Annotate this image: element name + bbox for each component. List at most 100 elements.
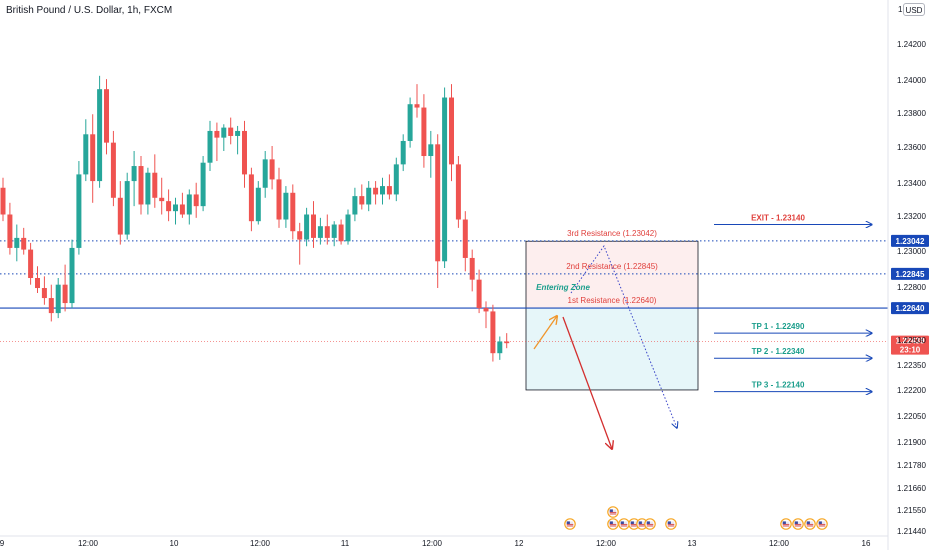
y-tick-label: 1.21550 bbox=[897, 506, 926, 515]
candle-body bbox=[69, 247, 75, 304]
candle-body bbox=[159, 197, 165, 202]
event-flag-icon[interactable] bbox=[816, 518, 828, 530]
event-flag-icon[interactable] bbox=[607, 518, 619, 530]
candle-body bbox=[166, 201, 172, 212]
x-tick-label: 12 bbox=[515, 539, 524, 548]
candle-body bbox=[255, 187, 261, 222]
candle-body bbox=[7, 214, 13, 248]
candle-body bbox=[48, 298, 54, 314]
economic-events bbox=[564, 506, 828, 530]
candle-body bbox=[262, 159, 268, 188]
candle-body bbox=[110, 142, 116, 198]
event-flag-icon[interactable] bbox=[607, 506, 619, 518]
candle-body bbox=[117, 197, 123, 235]
candle-body bbox=[469, 257, 475, 280]
entry-arrow bbox=[533, 316, 557, 350]
candle-body bbox=[290, 192, 296, 232]
x-tick-label: 12:00 bbox=[422, 539, 443, 548]
flag-canton bbox=[818, 521, 822, 524]
y-tick-label: 1.21660 bbox=[897, 484, 926, 493]
current-price-countdown: 23:10 bbox=[900, 346, 921, 355]
candle-body bbox=[248, 174, 254, 222]
candle-body bbox=[476, 279, 482, 309]
y-tick-label: 1.23200 bbox=[897, 212, 926, 221]
candle-body bbox=[131, 166, 137, 182]
candle-body bbox=[0, 187, 6, 215]
flag-canton bbox=[667, 521, 671, 524]
candle-body bbox=[228, 127, 234, 136]
current-price-value: 1.22439 bbox=[896, 337, 925, 346]
x-tick-label: 9 bbox=[0, 539, 5, 548]
y-tick-label: 1.21780 bbox=[897, 461, 926, 470]
candle-body bbox=[324, 226, 330, 238]
candle-body bbox=[386, 186, 392, 195]
x-tick-label: 16 bbox=[862, 539, 871, 548]
candle-body bbox=[200, 162, 206, 207]
candle-body bbox=[28, 249, 34, 278]
candle-body bbox=[393, 164, 399, 195]
chart-title: British Pound / U.S. Dollar, 1h, FXCM bbox=[6, 5, 173, 16]
price-tag-label: 1.23042 bbox=[896, 237, 925, 246]
x-tick-label: 10 bbox=[170, 539, 179, 548]
candle-body bbox=[145, 172, 151, 205]
flag-canton bbox=[630, 521, 634, 524]
currency-prefix: 1 bbox=[898, 5, 903, 14]
candle-body bbox=[283, 192, 289, 220]
candle-body bbox=[207, 130, 213, 163]
candle-body bbox=[21, 237, 27, 250]
y-tick-label: 1.23600 bbox=[897, 143, 926, 152]
flag-canton bbox=[646, 521, 650, 524]
event-flag-icon[interactable] bbox=[792, 518, 804, 530]
target-label: TP 3 - 1.22140 bbox=[752, 381, 805, 390]
price-tag-label: 1.22640 bbox=[896, 304, 925, 313]
candle-body bbox=[483, 308, 489, 312]
candle-body bbox=[242, 130, 247, 175]
current-price-tag-bg bbox=[891, 335, 929, 355]
candle-body bbox=[83, 134, 89, 175]
x-tick-label: 12:00 bbox=[769, 539, 790, 548]
candle-body bbox=[214, 130, 220, 138]
resistance-label: 1st Resistance (1.22640) bbox=[568, 296, 657, 305]
projected-path bbox=[570, 244, 677, 428]
candle-body bbox=[359, 196, 365, 205]
candle-body bbox=[55, 284, 61, 314]
candle-body bbox=[235, 130, 241, 136]
event-flag-icon[interactable] bbox=[665, 518, 677, 530]
candle-body bbox=[276, 179, 282, 220]
candle-body bbox=[435, 144, 441, 262]
y-axis: 1.24200 1.24000 1.23800 1.23600 1.23400 1.232… bbox=[887, 0, 926, 550]
y-tick-label: 1.22050 bbox=[897, 412, 926, 421]
y-tick-label: 1.22500 bbox=[897, 336, 926, 345]
candle-body bbox=[407, 104, 413, 141]
candle-body bbox=[373, 187, 379, 195]
candle-body bbox=[124, 181, 130, 235]
candle-body bbox=[179, 204, 185, 215]
currency-button[interactable]: USD bbox=[903, 3, 925, 16]
candle-body bbox=[193, 194, 199, 207]
y-tick-label: 1.22200 bbox=[897, 386, 926, 395]
event-flag-icon[interactable] bbox=[564, 518, 576, 530]
candle-body bbox=[345, 214, 351, 242]
candle-body bbox=[138, 166, 144, 205]
candle-body bbox=[311, 214, 316, 238]
flag-canton bbox=[806, 521, 810, 524]
y-tick-label: 1.22350 bbox=[897, 361, 926, 370]
candlestick-series bbox=[0, 75, 510, 362]
candle-body bbox=[173, 204, 178, 212]
flag-canton bbox=[609, 521, 613, 524]
event-flag-icon[interactable] bbox=[804, 518, 816, 530]
target-label: TP 1 - 1.22490 bbox=[752, 322, 805, 331]
candle-body bbox=[76, 174, 82, 248]
candle-body bbox=[90, 134, 96, 182]
candle-body bbox=[331, 224, 337, 238]
candle-body bbox=[152, 172, 158, 198]
event-flag-icon[interactable] bbox=[618, 518, 630, 530]
event-flag-icon[interactable] bbox=[780, 518, 792, 530]
flag-canton bbox=[638, 521, 642, 524]
candle-body bbox=[221, 127, 227, 138]
flag-canton bbox=[566, 521, 570, 524]
event-flag-icon[interactable] bbox=[644, 518, 656, 530]
y-tick-label: 1.21900 bbox=[897, 438, 926, 447]
y-tick-label: 1.24000 bbox=[897, 76, 926, 85]
